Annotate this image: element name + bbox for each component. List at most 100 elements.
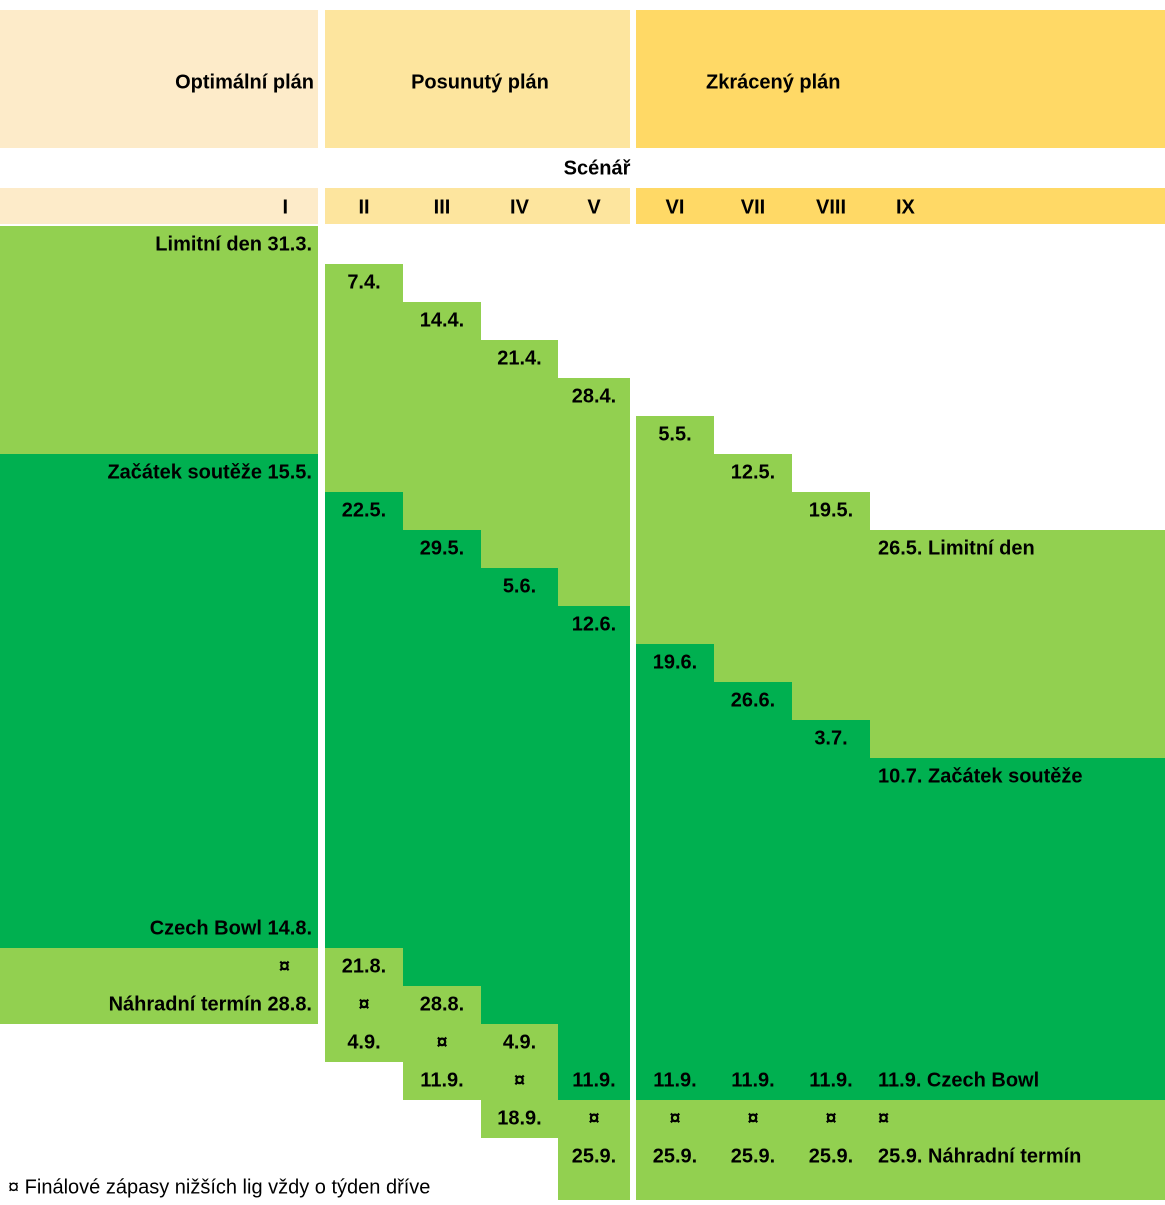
cell-bg <box>558 454 630 492</box>
plan-title: Optimální plán <box>175 71 314 93</box>
cell-bg <box>0 568 318 606</box>
cell-bg <box>325 492 403 530</box>
cell-bg <box>714 1138 792 1200</box>
cell-bg <box>325 720 403 758</box>
cell-text: 25.9. Náhradní termín <box>878 1145 1081 1167</box>
cell-text: 11.9. <box>653 1069 696 1091</box>
cell-bg <box>636 1100 714 1138</box>
cell-bg <box>636 606 714 644</box>
cell-bg <box>792 910 870 948</box>
cell-bg <box>714 834 792 872</box>
cell-text: 25.9. <box>653 1145 697 1167</box>
cell-bg <box>636 1062 714 1100</box>
cell-text: ¤ <box>358 993 369 1015</box>
cell-bg <box>403 492 481 530</box>
cell-text: ¤ <box>588 1107 599 1129</box>
cell-bg <box>558 682 630 720</box>
cell-bg <box>0 264 318 302</box>
header-bg <box>325 10 630 148</box>
cell-text: ¤ <box>878 1107 889 1129</box>
cell-bg <box>481 644 558 682</box>
cell-text: 11.9. <box>809 1069 852 1091</box>
cell-bg <box>714 1062 792 1100</box>
cell-text: 19.6. <box>653 651 697 673</box>
cell-bg <box>0 796 318 834</box>
cell-text: 4.9. <box>503 1031 536 1053</box>
scenario-numeral: III <box>434 196 451 218</box>
cell-bg <box>0 682 318 720</box>
cell-bg <box>870 1100 1165 1138</box>
cell-bg <box>558 606 630 644</box>
cell-bg <box>325 758 403 796</box>
cell-bg <box>870 872 1165 910</box>
cell-bg <box>403 872 481 910</box>
cell-bg <box>325 530 403 568</box>
cell-bg <box>325 910 403 948</box>
cell-bg <box>636 948 714 986</box>
cell-bg <box>403 530 481 568</box>
cell-text: 12.5. <box>731 461 775 483</box>
cell-text: 26.5. Limitní den <box>878 537 1035 559</box>
plan-title: Posunutý plán <box>411 71 549 93</box>
cell-bg <box>558 720 630 758</box>
cell-bg <box>792 796 870 834</box>
cell-bg <box>325 834 403 872</box>
cell-bg <box>403 378 481 416</box>
cell-bg <box>714 606 792 644</box>
cell-bg <box>636 1138 714 1200</box>
cell-bg <box>325 796 403 834</box>
cell-bg <box>870 1138 1165 1200</box>
cell-text: 26.6. <box>731 689 775 711</box>
cell-text: ¤ <box>747 1107 758 1129</box>
cell-bg <box>0 834 318 872</box>
cell-bg <box>714 872 792 910</box>
cell-bg <box>403 986 481 1024</box>
cell-bg <box>714 796 792 834</box>
cell-bg <box>636 568 714 606</box>
cell-bg <box>0 302 318 340</box>
cell-bg <box>558 492 630 530</box>
cell-bg <box>481 454 558 492</box>
cell-bg <box>792 606 870 644</box>
cell-bg <box>481 948 558 986</box>
cell-bg <box>558 948 630 986</box>
cell-bg <box>636 454 714 492</box>
cell-bg <box>325 1024 403 1062</box>
cell-bg <box>792 1062 870 1100</box>
header-bg <box>0 10 318 148</box>
cell-bg <box>636 492 714 530</box>
cell-bg <box>0 948 318 986</box>
cell-bg <box>403 416 481 454</box>
cell-bg <box>870 948 1165 986</box>
cell-bg <box>558 796 630 834</box>
cell-bg <box>714 530 792 568</box>
cell-bg <box>558 378 630 416</box>
cell-text: 10.7. Začátek soutěže <box>878 765 1083 787</box>
cell-bg <box>481 796 558 834</box>
cell-bg <box>870 910 1165 948</box>
cell-bg <box>558 644 630 682</box>
cell-bg <box>0 530 318 568</box>
cell-bg <box>558 1024 630 1062</box>
cell-bg <box>870 682 1165 720</box>
scenario-numeral: VIII <box>816 196 846 218</box>
cell-bg <box>714 568 792 606</box>
cell-bg <box>558 568 630 606</box>
cell-bg <box>403 682 481 720</box>
cell-text: 28.8. <box>420 993 464 1015</box>
cell-bg <box>636 758 714 796</box>
cell-bg <box>481 834 558 872</box>
cell-bg <box>481 340 558 378</box>
cell-bg <box>558 1062 630 1100</box>
cell-text: ¤ <box>825 1107 836 1129</box>
cell-bg <box>714 492 792 530</box>
cell-bg <box>481 720 558 758</box>
cell-text: 18.9. <box>497 1107 541 1129</box>
cell-bg <box>403 834 481 872</box>
cell-text: Náhradní termín 28.8. <box>109 993 312 1015</box>
cell-bg <box>714 910 792 948</box>
cell-text: 11.9. <box>420 1069 463 1091</box>
plan-title: Zkrácený plán <box>706 71 841 93</box>
